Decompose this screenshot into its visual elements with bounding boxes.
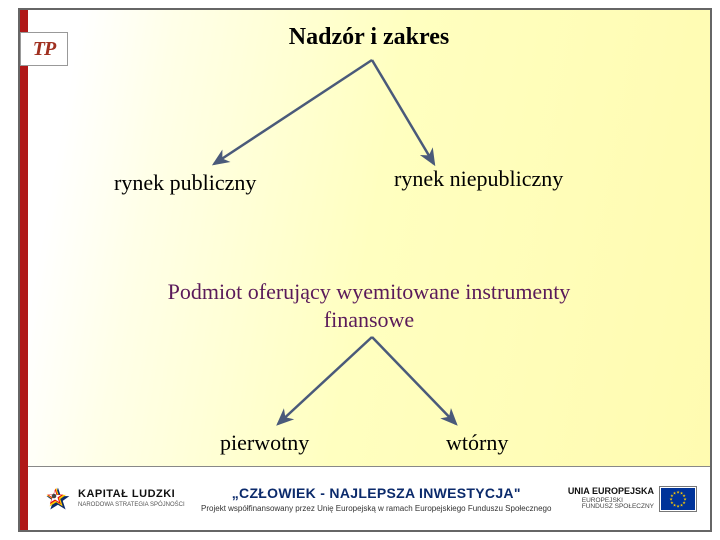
node-pierwotny: pierwotny xyxy=(220,430,309,456)
content-area: Nadzór i zakres rynek publiczny rynek ni… xyxy=(28,10,710,530)
footer-bar: KAPITAŁ LUDZKI NARODOWA STRATEGIA SPÓJNO… xyxy=(28,466,710,530)
arrow-bottom-right xyxy=(372,337,456,424)
diagram-title: Nadzór i zakres xyxy=(28,24,710,51)
footer-logo-ue: UNIA EUROPEJSKA EUROPEJSKIFUNDUSZ SPOŁEC… xyxy=(568,487,696,511)
ue-title: UNIA EUROPEJSKA xyxy=(568,487,654,496)
footer-center-sub: Projekt współfinansowany przez Unię Euro… xyxy=(185,504,568,513)
footer-center-title: „CZŁOWIEK - NAJLEPSZA INWESTYCJA" xyxy=(185,485,568,501)
node-rynek-publiczny: rynek publiczny xyxy=(114,170,256,196)
slide-frame: TP Nadzór i zakres rynek publiczny rynek… xyxy=(18,8,712,532)
kl-star-icon xyxy=(42,484,72,514)
arrow-top-right xyxy=(372,60,434,164)
footer-logo-kapital-ludzki: KAPITAŁ LUDZKI NARODOWA STRATEGIA SPÓJNO… xyxy=(42,484,185,514)
footer-center: „CZŁOWIEK - NAJLEPSZA INWESTYCJA" Projek… xyxy=(185,485,568,513)
arrow-top-left xyxy=(214,60,372,164)
node-rynek-niepubliczny: rynek niepubliczny xyxy=(394,166,563,192)
left-red-stripe xyxy=(20,10,28,530)
ue-sub: EUROPEJSKIFUNDUSZ SPOŁECZNY xyxy=(582,498,654,511)
eu-flag-icon: ★★★★★★★★★★★★ xyxy=(660,487,696,511)
diagram-subtitle: Podmiot oferujący wyemitowane instrument… xyxy=(28,278,710,333)
arrows-svg xyxy=(28,10,710,530)
arrow-bottom-left xyxy=(278,337,372,424)
kl-sub: NARODOWA STRATEGIA SPÓJNOŚCI xyxy=(78,502,185,508)
kl-title: KAPITAŁ LUDZKI xyxy=(78,489,185,500)
node-wtorny: wtórny xyxy=(446,430,508,456)
